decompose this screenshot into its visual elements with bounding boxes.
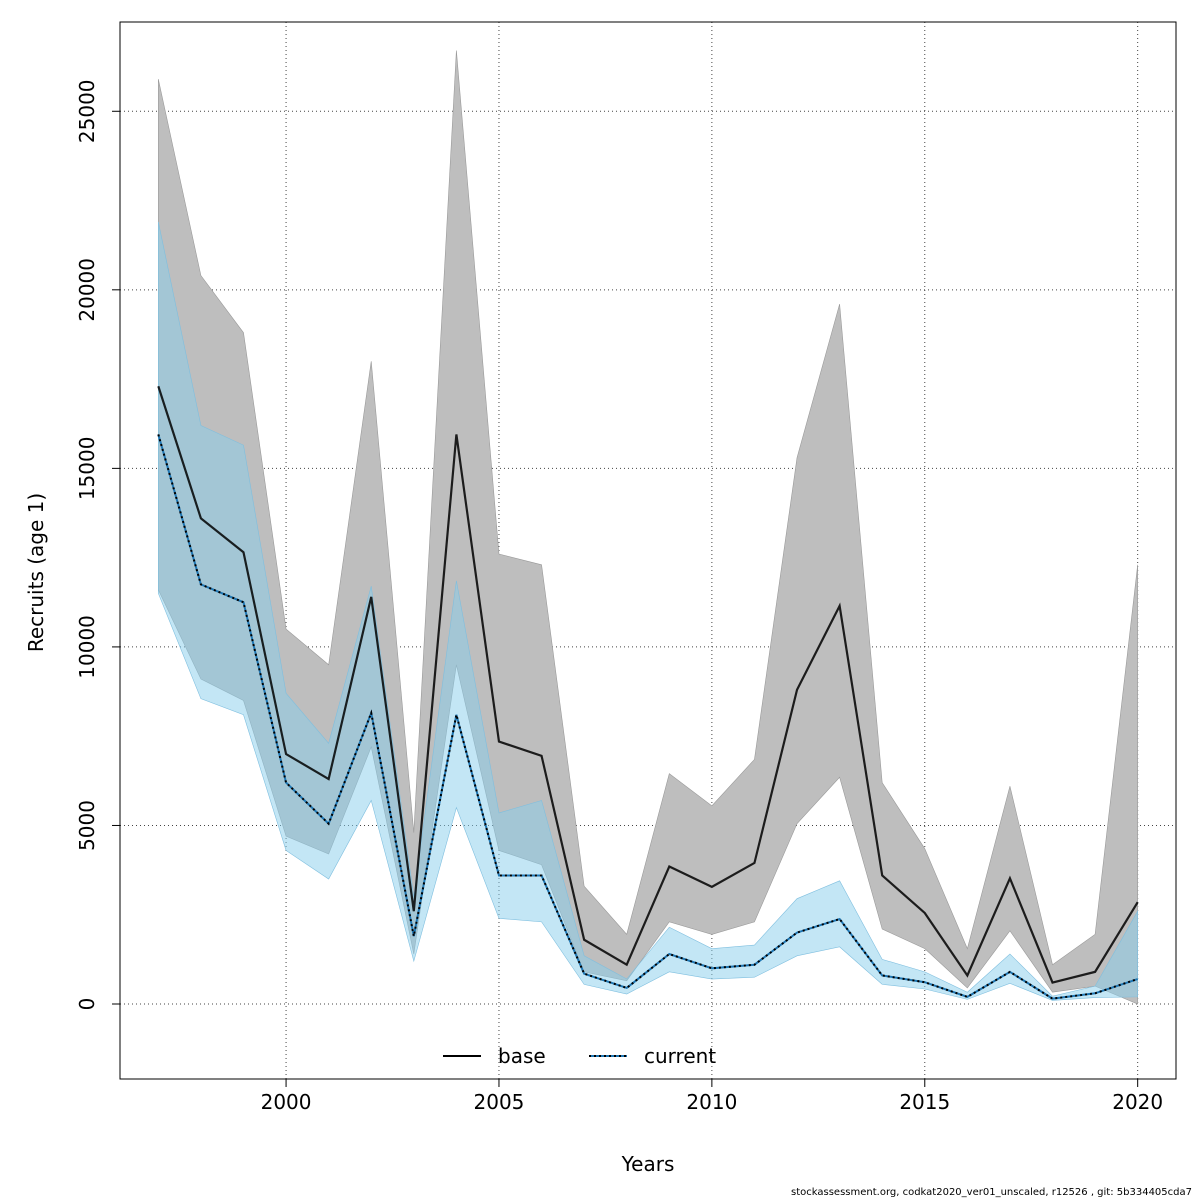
y-tick-label-20000: 20000 — [75, 258, 99, 322]
y-tick-label-10000: 10000 — [75, 615, 99, 679]
confidence-bands — [158, 50, 1138, 1005]
legend-label-base: base — [498, 1044, 546, 1068]
y-tick-label-15000: 15000 — [75, 437, 99, 501]
x-axis: 2000 2005 2010 2015 2020 — [261, 1079, 1163, 1114]
confidence-band-current — [158, 221, 1138, 1001]
legend: base current — [443, 1044, 716, 1068]
y-tick-label-25000: 25000 — [75, 79, 99, 143]
x-tick-label-2000: 2000 — [261, 1090, 312, 1114]
series-line-current — [157, 434, 1138, 1000]
y-axis-title: Recruits (age 1) — [24, 493, 48, 652]
y-tick-label-0: 0 — [75, 998, 99, 1011]
footer-credit: stockassessment.org, codkat2020_ver01_un… — [791, 1187, 1192, 1198]
series-lines — [157, 385, 1139, 1000]
legend-label-current: current — [644, 1044, 716, 1068]
y-tick-label-5000: 5000 — [75, 800, 99, 851]
series-line-base — [157, 385, 1139, 984]
x-tick-label-2010: 2010 — [686, 1090, 737, 1114]
x-tick-label-2015: 2015 — [899, 1090, 950, 1114]
x-tick-label-2005: 2005 — [474, 1090, 525, 1114]
x-axis-title: Years — [621, 1152, 675, 1176]
x-tick-label-2020: 2020 — [1112, 1090, 1163, 1114]
y-axis: 0 5000 10000 15000 20000 25000 — [75, 79, 120, 1010]
plot-frame — [119, 21, 1177, 1080]
